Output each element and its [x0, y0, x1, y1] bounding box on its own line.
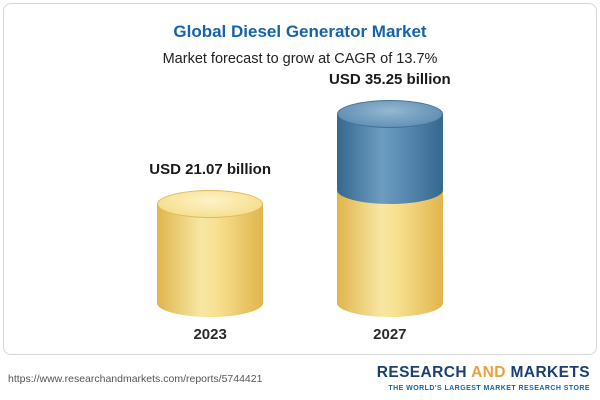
chart-title: Global Diesel Generator Market — [173, 22, 427, 41]
bar-2027-base-body — [336, 190, 443, 317]
logo-tagline: THE WORLD'S LARGEST MARKET RESEARCH STOR… — [388, 384, 590, 392]
logo-wordmark: RESEARCH AND MARKETS — [377, 363, 590, 382]
research-and-markets-logo: RESEARCH AND MARKETS THE WORLD'S LARGEST… — [377, 363, 590, 393]
chart-subtitle: Market forecast to grow at CAGR of 13.7% — [162, 51, 438, 67]
bar-2023 — [157, 190, 264, 317]
bar-group-2023: USD 21.07 billion 2023 — [149, 161, 271, 343]
bar-2027-cap — [336, 100, 443, 128]
bar-value-label-2023: USD 21.07 billion — [149, 161, 271, 178]
bar-2023-cap — [157, 190, 264, 218]
bar-group-2027: USD 35.25 billion 2027 — [329, 71, 451, 343]
bar-2027 — [336, 100, 443, 317]
year-label-2023: 2023 — [193, 326, 227, 343]
logo-word-markets: MARKETS — [505, 364, 590, 382]
bar-2027-growth-body — [336, 114, 443, 204]
footer: https://www.researchandmarkets.com/repor… — [0, 357, 600, 400]
chart-card: Global Diesel Generator Market Market fo… — [3, 3, 597, 355]
year-label-2027: 2027 — [373, 326, 407, 343]
bar-value-label-2027: USD 35.25 billion — [329, 71, 451, 88]
logo-word-research: RESEARCH — [376, 364, 472, 382]
source-url-link[interactable]: https://www.researchandmarkets.com/repor… — [8, 372, 263, 385]
chart-area: USD 21.07 billion 2023 USD 35.25 billion… — [4, 71, 596, 357]
logo-word-and: AND — [471, 364, 506, 382]
bar-2023-body — [157, 204, 264, 317]
